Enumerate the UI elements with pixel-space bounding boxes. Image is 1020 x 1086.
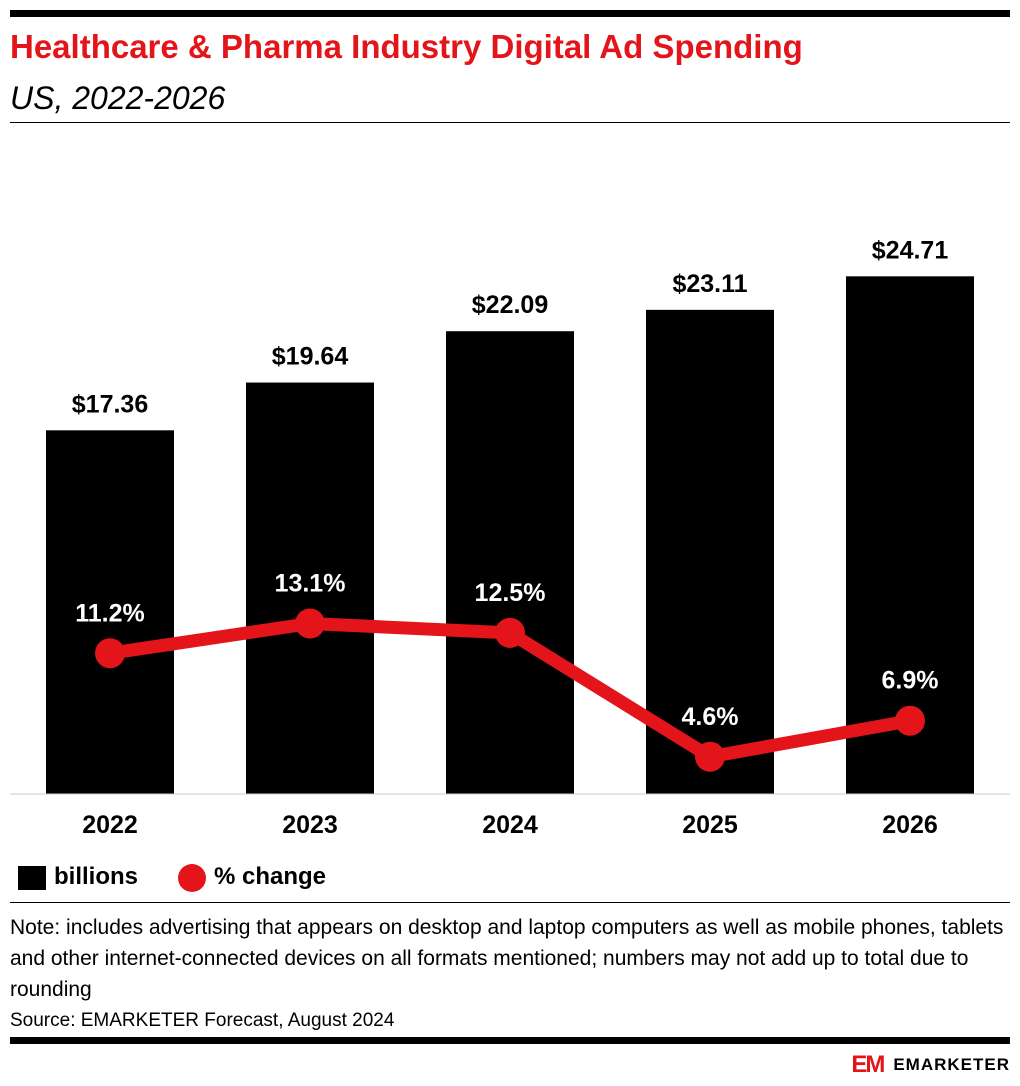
x-tick-2025: 2025 xyxy=(682,811,738,839)
bar-2024 xyxy=(446,331,574,794)
x-axis-ticks: 2022 2023 2024 2025 2026 xyxy=(82,811,938,839)
x-tick-2026: 2026 xyxy=(882,811,938,839)
line-labels-group: 11.2% 13.1% 12.5% 4.6% 6.9% xyxy=(75,569,938,730)
legend-bar-swatch xyxy=(18,866,46,890)
title-divider xyxy=(10,122,1010,123)
bar-2025 xyxy=(646,309,774,794)
point-2026 xyxy=(895,705,925,736)
chart-note: Note: includes advertising that appears … xyxy=(10,916,1004,1001)
chart-title: Healthcare & Pharma Industry Digital Ad … xyxy=(10,28,803,65)
point-label-2025: 4.6% xyxy=(682,703,739,731)
x-tick-2024: 2024 xyxy=(482,811,538,839)
bar-label-2026: $24.71 xyxy=(872,236,949,264)
bar-2023 xyxy=(246,382,374,794)
point-2023 xyxy=(295,608,325,639)
legend-dot-swatch xyxy=(178,864,206,892)
point-2024 xyxy=(495,617,525,648)
bar-label-2025: $23.11 xyxy=(672,270,747,298)
brand-mark: EM xyxy=(851,1051,885,1078)
bar-2022 xyxy=(46,430,174,794)
point-2022 xyxy=(95,638,125,669)
top-rule xyxy=(10,10,1010,17)
bar-label-2024: $22.09 xyxy=(472,291,548,319)
bar-labels-group: $17.36 $19.64 $22.09 $23.11 $24.71 xyxy=(72,236,949,418)
bars-group xyxy=(46,276,974,794)
legend-label-change: % change xyxy=(214,863,327,890)
x-tick-2023: 2023 xyxy=(282,811,338,839)
chart-area: $17.36 $19.64 $22.09 $23.11 $24.71 11.2% 13.1… xyxy=(10,236,1010,839)
x-tick-2022: 2022 xyxy=(82,811,138,839)
brand-logo: EM EMARKETER xyxy=(851,1051,1010,1078)
point-label-2023: 13.1% xyxy=(275,569,346,597)
legend-label-billions: billions xyxy=(54,863,138,890)
point-2025 xyxy=(695,741,725,772)
bar-label-2023: $19.64 xyxy=(272,343,349,371)
point-label-2024: 12.5% xyxy=(475,579,546,607)
legend-divider xyxy=(10,902,1010,903)
point-label-2026: 6.9% xyxy=(882,667,939,695)
brand-name: EMARKETER xyxy=(893,1055,1010,1074)
line-series-group xyxy=(95,608,925,772)
point-label-2022: 11.2% xyxy=(75,599,145,627)
bottom-rule xyxy=(10,1037,1010,1044)
bar-label-2022: $17.36 xyxy=(72,390,148,418)
chart-subtitle: US, 2022-2026 xyxy=(10,80,226,116)
chart-source: Source: EMARKETER Forecast, August 2024 xyxy=(10,1010,395,1031)
